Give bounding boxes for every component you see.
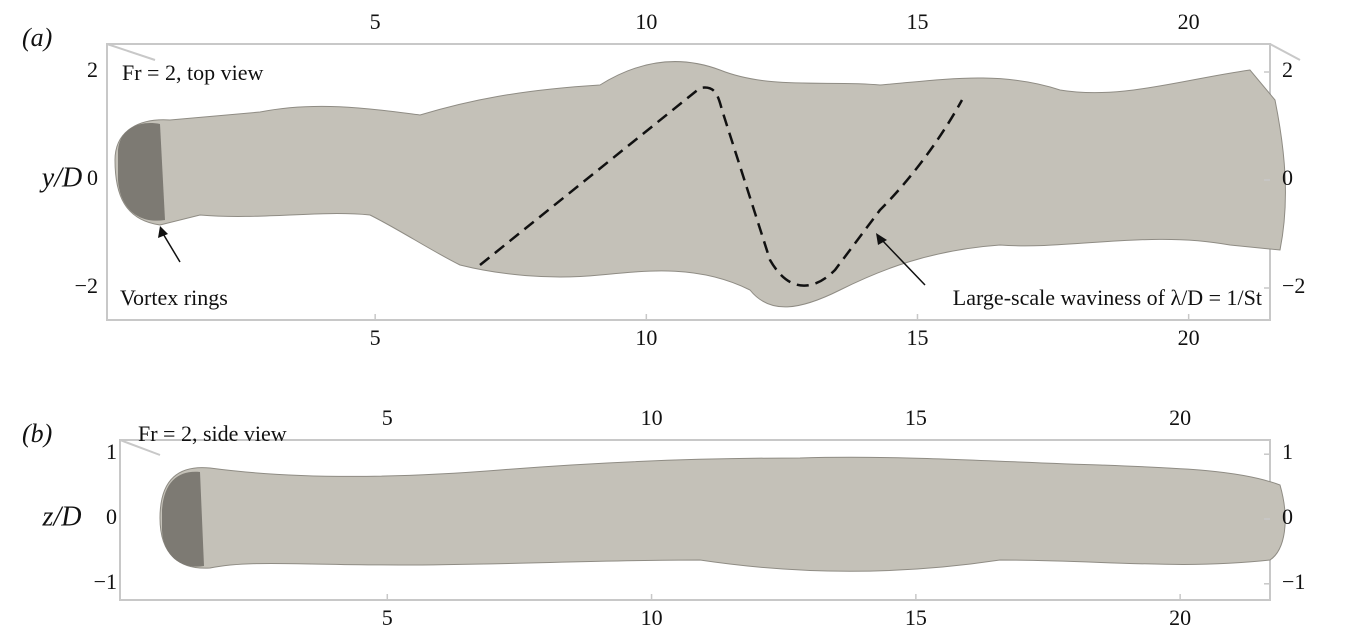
frame-edge — [1269, 43, 1301, 61]
arrow-head — [158, 226, 168, 238]
x-tick-label: 20 — [1178, 325, 1200, 350]
panel-annotation: Fr = 2, side view — [138, 421, 287, 446]
x-tick-label: 5 — [370, 325, 381, 350]
y-tick-label: 0 — [106, 504, 117, 529]
y-tick-label: 0 — [1282, 165, 1293, 190]
x-tick-label: 15 — [905, 405, 927, 430]
x-tick-label: 15 — [906, 9, 928, 34]
x-tick-label: 20 — [1178, 9, 1200, 34]
panel-label: (b) — [22, 419, 52, 448]
arrow-head — [876, 233, 887, 245]
y-tick-label: 0 — [1282, 504, 1293, 529]
x-tick-label: 10 — [635, 9, 657, 34]
callout: Vortex rings — [120, 285, 228, 310]
y-tick-label: 1 — [1282, 439, 1293, 464]
x-tick-label: 5 — [382, 405, 393, 430]
x-tick-label: 10 — [641, 405, 663, 430]
x-tick-label: 15 — [905, 605, 927, 630]
frame-edge — [119, 439, 161, 456]
vortex-wake — [114, 61, 1286, 308]
frame-edge — [106, 43, 156, 61]
y-tick-label: −2 — [75, 273, 98, 298]
y-tick-label: −1 — [94, 569, 117, 594]
x-tick-label: 5 — [382, 605, 393, 630]
y-axis-label: y/D — [39, 162, 82, 193]
y-tick-label: −1 — [1282, 569, 1305, 594]
vortex-rings — [162, 471, 204, 567]
panel-label: (a) — [22, 23, 52, 52]
y-tick-label: 2 — [1282, 57, 1293, 82]
vortex-wake — [159, 456, 1286, 572]
callout-arrow — [879, 237, 926, 286]
panel-annotation: Fr = 2, top view — [122, 60, 263, 85]
x-tick-label: 15 — [906, 325, 928, 350]
y-tick-label: 0 — [87, 165, 98, 190]
x-tick-label: 20 — [1169, 605, 1191, 630]
x-tick-label: 5 — [370, 9, 381, 34]
vortex-rings — [118, 123, 165, 221]
x-tick-label: 10 — [635, 325, 657, 350]
y-tick-label: 2 — [87, 57, 98, 82]
y-tick-label: −2 — [1282, 273, 1305, 298]
x-tick-label: 10 — [641, 605, 663, 630]
callout-arrow — [161, 231, 181, 263]
waviness-curve — [479, 86, 964, 287]
callout: Large-scale waviness of λ/D = 1/St — [953, 285, 1262, 310]
y-axis-label: z/D — [42, 501, 82, 532]
x-tick-label: 20 — [1169, 405, 1191, 430]
y-tick-label: 1 — [106, 439, 117, 464]
